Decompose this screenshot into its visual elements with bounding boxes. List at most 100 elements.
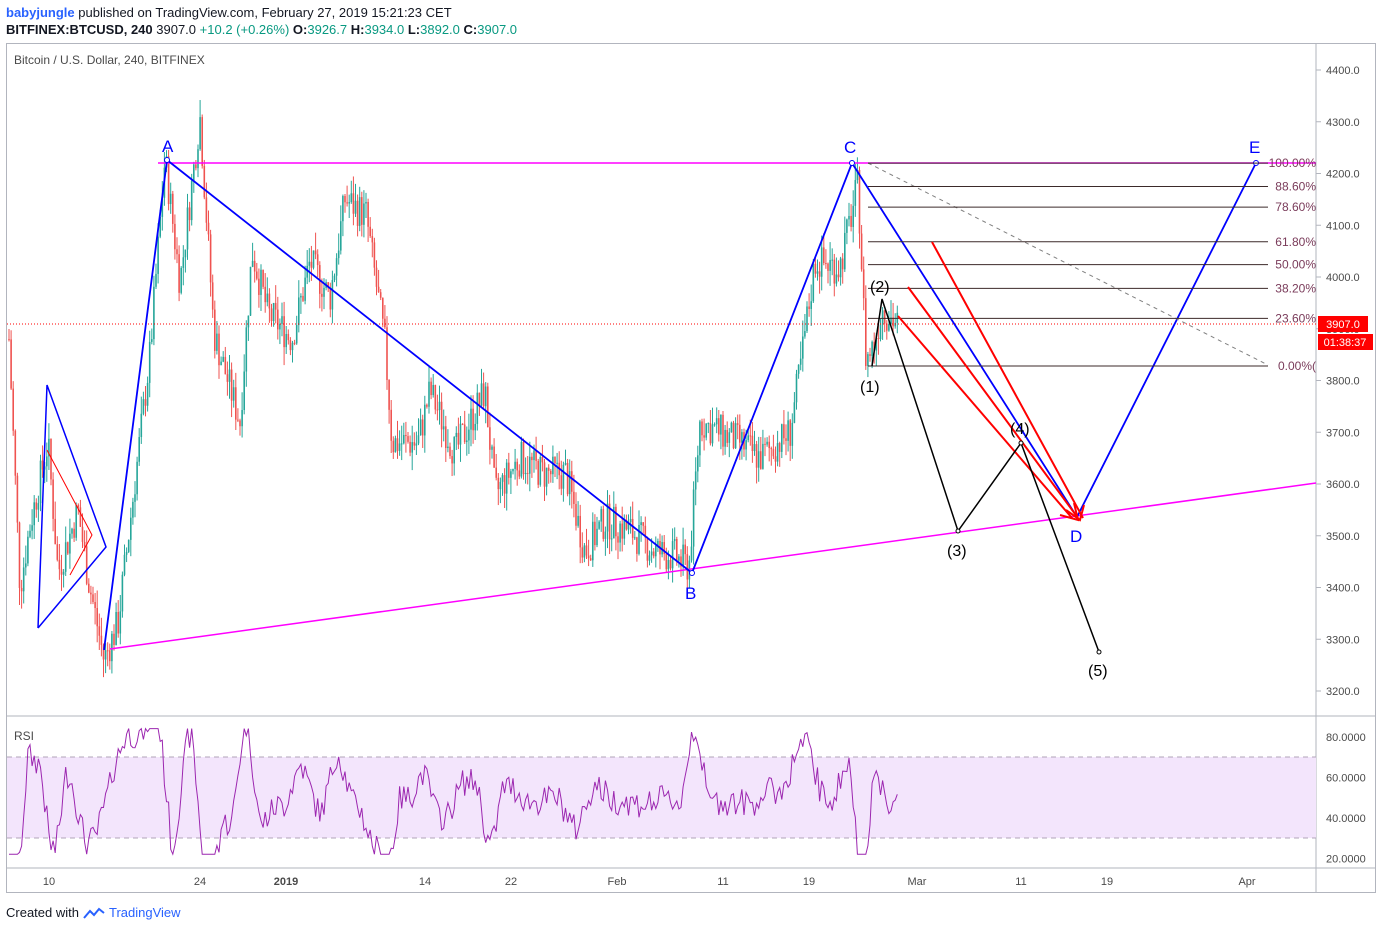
- time-axis[interactable]: 10 24 2019 14 22 Feb 11 19 Mar 11 19 Apr: [43, 876, 1256, 888]
- candle-body: [102, 644, 105, 660]
- candle-body: [808, 306, 810, 309]
- candle-body: [470, 408, 472, 430]
- projection-arrow-1[interactable]: [931, 241, 1084, 519]
- candle-body: [736, 423, 739, 425]
- candle-body: [762, 443, 764, 469]
- candle-body: [673, 539, 676, 542]
- candle-body: [337, 250, 340, 259]
- candle-body: [239, 420, 241, 427]
- label-e: E: [1249, 138, 1260, 157]
- candle-body: [123, 554, 126, 575]
- candle-body: [709, 423, 712, 444]
- candle-body: [854, 180, 857, 206]
- wave4-handle[interactable]: [1018, 440, 1024, 446]
- candle-body: [694, 471, 697, 490]
- fib-trend-line[interactable]: [867, 162, 1269, 366]
- candle-body: [201, 117, 203, 166]
- author-link[interactable]: babyjungle: [6, 5, 75, 20]
- candle-body: [306, 265, 308, 278]
- candle-body: [503, 475, 506, 494]
- candle-body: [48, 438, 50, 457]
- point-c-handle[interactable]: [849, 160, 855, 166]
- candle-body: [281, 316, 283, 324]
- candle-body: [92, 594, 94, 603]
- candle-body: [134, 494, 136, 502]
- candle-body: [182, 257, 185, 268]
- elliott-wave[interactable]: [871, 298, 1100, 653]
- candle-body: [405, 434, 407, 437]
- price-tick-label: 4400.0: [1326, 65, 1360, 77]
- candle-body: [491, 446, 493, 450]
- candle-body: [266, 293, 269, 303]
- candle-body: [214, 309, 216, 351]
- triangle-pattern[interactable]: [37, 384, 107, 629]
- candle-body: [625, 519, 628, 530]
- candle-body: [552, 456, 554, 475]
- candle-body: [463, 424, 466, 443]
- low-value: 3892.0: [420, 22, 460, 37]
- candle-body: [516, 461, 518, 471]
- projection-arrows[interactable]: [897, 241, 1085, 522]
- projection-arrow-3[interactable]: [897, 315, 1073, 519]
- candle-body: [680, 556, 682, 567]
- wave3-handle[interactable]: [955, 528, 961, 534]
- candle-body: [41, 460, 44, 470]
- candle-body: [226, 374, 229, 382]
- candle-body: [785, 438, 787, 441]
- candle-body: [487, 386, 489, 428]
- price-tick-label: 4100.0: [1326, 220, 1360, 232]
- candle-body: [787, 420, 789, 441]
- point-a-handle[interactable]: [164, 157, 170, 163]
- triangle-inner-lines[interactable]: [46, 449, 93, 576]
- candle-body: [144, 399, 147, 406]
- candle-body: [159, 216, 161, 237]
- point-b-handle[interactable]: [689, 570, 695, 576]
- candle-body: [436, 409, 439, 411]
- rsi-axis[interactable]: 80.0000 60.0000 40.0000 20.0000: [1326, 732, 1366, 866]
- candle-body: [814, 263, 817, 274]
- candle-body: [43, 466, 46, 470]
- wave5-handle[interactable]: [1096, 649, 1102, 655]
- price-tick-label: 4000.0: [1326, 272, 1360, 284]
- candle-body: [848, 215, 850, 220]
- candle-body: [264, 286, 266, 303]
- projection-arrowhead: [1059, 502, 1080, 522]
- candle-body: [665, 553, 668, 570]
- candle-body: [793, 402, 796, 423]
- candle-body: [409, 441, 411, 453]
- support-trendline[interactable]: [109, 482, 1317, 650]
- fib-level-label: 23.60%: [1275, 311, 1316, 325]
- fib-retracement[interactable]: 100.00% 88.60% 78.60% 61.80% 50.00% 38.20% 23.…: [868, 156, 1316, 373]
- candle-body: [109, 650, 111, 662]
- candle-body: [113, 633, 115, 645]
- candle-body: [589, 558, 592, 561]
- tradingview-link[interactable]: TradingView: [108, 905, 181, 920]
- abcde-pattern[interactable]: [103, 158, 1257, 651]
- candle-body: [871, 341, 873, 356]
- candle-body: [232, 387, 235, 401]
- candle-body: [58, 559, 61, 570]
- candle-body: [344, 196, 346, 203]
- candle-body: [377, 286, 380, 293]
- candle-body: [176, 249, 178, 255]
- candle-body: [543, 462, 546, 487]
- candle-body: [650, 551, 653, 556]
- ohlc-bar: BITFINEX:BTCUSD, 240 3907.0 +10.2 (+0.26…: [6, 22, 517, 37]
- candle-body: [354, 200, 357, 214]
- projection-arrow-2[interactable]: [907, 286, 1079, 519]
- rsi-band: [7, 757, 1316, 838]
- candle-body: [314, 250, 317, 255]
- price-axis[interactable]: 4400.04300.04200.04100.04000.03900.03800…: [1316, 65, 1360, 698]
- candle-body: [430, 381, 432, 396]
- chart-frame[interactable]: [6, 43, 1376, 893]
- candle-body: [896, 312, 899, 323]
- candle-body: [193, 164, 195, 181]
- candle-body: [617, 536, 619, 543]
- time-tick-label: 11: [717, 876, 728, 888]
- projection-arrowhead: [1065, 504, 1085, 522]
- candle-body: [829, 260, 831, 271]
- candle-body: [268, 293, 271, 309]
- candle-body: [846, 219, 848, 233]
- candle-body: [461, 423, 464, 425]
